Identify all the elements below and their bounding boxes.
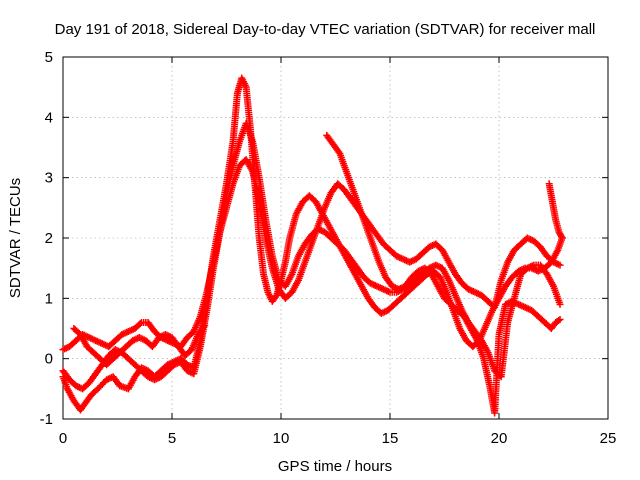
data-point — [556, 300, 564, 308]
series-track-b — [59, 119, 564, 393]
data-points — [59, 74, 566, 417]
series-track-d — [323, 131, 564, 417]
x-tick-label: 20 — [491, 430, 508, 447]
data-point — [435, 263, 443, 271]
y-tick-label: -1 — [40, 411, 53, 428]
y-tick-label: 5 — [45, 49, 53, 66]
x-tick-label: 10 — [273, 430, 290, 447]
data-point — [335, 148, 343, 156]
data-point — [200, 323, 208, 331]
data-point — [558, 234, 566, 242]
y-tick-label: 2 — [45, 230, 53, 247]
data-point — [555, 316, 563, 324]
data-point — [557, 232, 565, 240]
chart-title: Day 191 of 2018, Sidereal Day-to-day VTE… — [55, 21, 596, 38]
x-tick-label: 25 — [600, 430, 617, 447]
x-tick-label: 5 — [168, 430, 176, 447]
y-tick-label: 3 — [45, 170, 53, 187]
y-tick-label: 4 — [45, 109, 53, 126]
x-axis-label: GPS time / hours — [278, 458, 392, 475]
data-point — [556, 315, 564, 323]
axis-ticks: 0 5 10 15 20 25 -1 0 1 2 3 4 5 — [40, 49, 617, 447]
data-point — [136, 320, 144, 328]
series-track-f — [545, 180, 566, 242]
data-point — [201, 321, 209, 329]
data-point — [556, 261, 564, 269]
series-track-c — [59, 156, 564, 354]
x-tick-label: 15 — [382, 430, 399, 447]
y-tick-label: 0 — [45, 351, 53, 368]
series-track-e — [70, 321, 209, 369]
x-tick-label: 0 — [59, 430, 67, 447]
y-axis-label: SDTVAR / TECUs — [7, 178, 24, 298]
y-tick-label: 1 — [45, 290, 53, 307]
